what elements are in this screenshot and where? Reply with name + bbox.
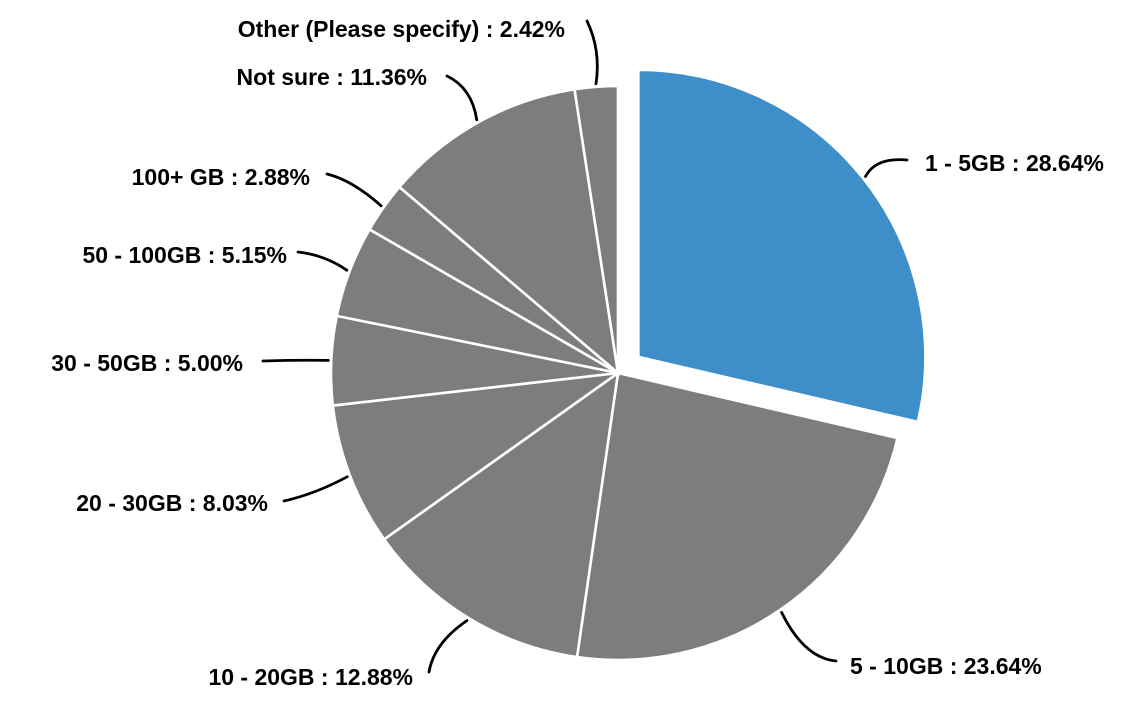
slice-label-50-100gb: 50 - 100GB : 5.15% [82, 242, 287, 268]
leader-line [780, 611, 838, 663]
leader-line [864, 158, 909, 178]
leader-line [445, 74, 479, 122]
leader-line [282, 475, 349, 503]
pie-slice-not-sure [397, 87, 620, 377]
slice-label-100plus-gb: 100+ GB : 2.88% [131, 164, 310, 190]
leader-line [261, 358, 330, 363]
slice-label-5-10gb: 5 - 10GB : 23.64% [850, 653, 1042, 679]
slice-label-20-30gb: 20 - 30GB : 8.03% [76, 490, 268, 516]
leader-line [325, 172, 383, 208]
pie-slice-20-30gb [331, 371, 619, 542]
pie-slice-1-5gb [637, 68, 927, 424]
leader-line [427, 619, 469, 674]
pie-slice-5-10gb [575, 371, 900, 662]
slice-label-10-20gb: 10 - 20GB : 12.88% [208, 664, 413, 690]
slice-label-other: Other (Please specify) : 2.42% [237, 16, 565, 42]
slice-label-not-sure: Not sure : 11.36% [236, 64, 427, 90]
slice-label-30-50gb: 30 - 50GB : 5.00% [51, 350, 243, 376]
leader-line [296, 250, 349, 272]
slice-label-1-5gb: 1 - 5GB : 28.64% [925, 150, 1104, 176]
leader-line [585, 19, 599, 86]
pie-slice-other-please-specify [573, 84, 620, 374]
pie-slice-10-20gb [382, 370, 620, 659]
